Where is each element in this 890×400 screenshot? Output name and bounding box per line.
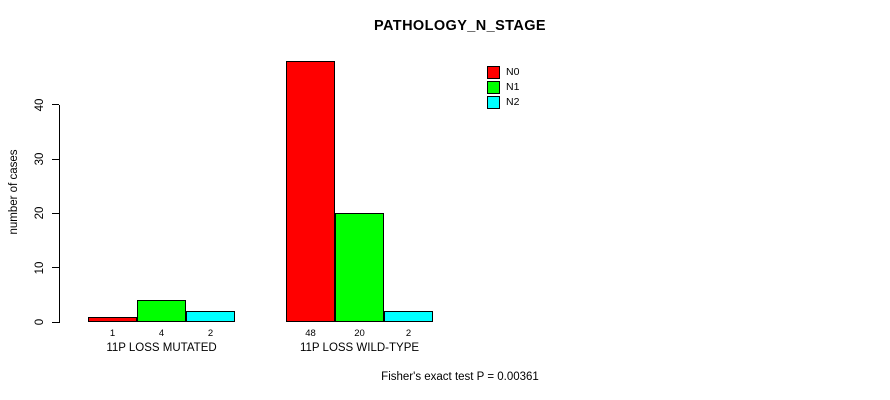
bar-n0 bbox=[286, 61, 335, 322]
bar-n1 bbox=[335, 213, 384, 322]
bar-value-label: 20 bbox=[354, 328, 365, 339]
bar-value-label: 48 bbox=[305, 328, 316, 339]
y-axis-tick bbox=[52, 267, 59, 269]
bar-n2 bbox=[186, 311, 235, 322]
y-tick-label: 40 bbox=[34, 98, 46, 112]
bar-n0 bbox=[88, 316, 137, 322]
y-tick-label: 0 bbox=[34, 318, 46, 326]
legend-swatch-n1 bbox=[487, 81, 500, 94]
bar-n1 bbox=[137, 300, 186, 322]
chart-title: PATHOLOGY_N_STAGE bbox=[374, 18, 546, 34]
y-axis-line bbox=[59, 104, 60, 323]
legend-swatch-n0 bbox=[487, 66, 500, 79]
bar-value-label: 2 bbox=[405, 328, 412, 339]
y-tick-label: 30 bbox=[34, 152, 46, 166]
legend-item-n1: N1 bbox=[487, 81, 519, 94]
category-label: 11P LOSS MUTATED bbox=[106, 342, 217, 354]
y-axis-tick bbox=[52, 321, 59, 323]
y-axis-tick bbox=[52, 104, 59, 106]
annotation-text: Fisher's exact test P = 0.00361 bbox=[381, 371, 539, 383]
legend-item-n2: N2 bbox=[487, 96, 519, 109]
legend: N0 N1 N2 bbox=[487, 66, 519, 109]
legend-swatch-n2 bbox=[487, 96, 500, 109]
category-label: 11P LOSS WILD-TYPE bbox=[299, 342, 420, 354]
y-axis-tick bbox=[52, 158, 59, 160]
legend-label: N0 bbox=[506, 66, 520, 78]
y-tick-label: 10 bbox=[34, 261, 46, 275]
legend-item-n0: N0 bbox=[487, 66, 519, 79]
legend-label: N2 bbox=[506, 96, 520, 108]
bar-value-label: 2 bbox=[207, 328, 214, 339]
y-tick-label: 20 bbox=[34, 206, 46, 220]
legend-label: N1 bbox=[506, 81, 520, 93]
bar-value-label: 1 bbox=[109, 328, 116, 339]
bar-n2 bbox=[384, 311, 433, 322]
y-axis-tick bbox=[52, 212, 59, 214]
bar-value-label: 4 bbox=[158, 328, 165, 339]
